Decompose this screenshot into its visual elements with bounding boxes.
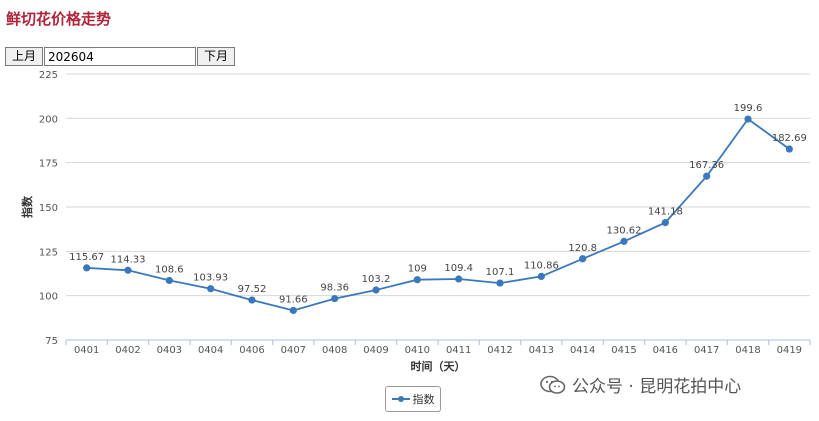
x-tick-label: 0416 xyxy=(653,345,678,356)
data-label: 103.2 xyxy=(362,274,391,285)
x-tick-label: 0415 xyxy=(611,345,636,356)
month-input[interactable] xyxy=(44,47,197,66)
data-point xyxy=(744,115,752,123)
y-tick-label: 200 xyxy=(39,114,58,125)
prev-month-button[interactable]: 上月 xyxy=(5,47,44,66)
data-point xyxy=(413,276,421,284)
data-label: 199.6 xyxy=(734,103,763,114)
watermark-text: 公众号 · 昆明花拍中心 xyxy=(572,377,742,397)
legend-line-icon xyxy=(391,396,410,402)
data-point xyxy=(579,255,587,263)
x-tick-label: 0419 xyxy=(777,345,802,356)
data-point xyxy=(455,275,463,283)
data-point xyxy=(83,264,91,272)
x-tick-label: 0414 xyxy=(570,345,595,356)
data-label: 109.4 xyxy=(444,263,473,274)
page-title: 鲜切花价格走势 xyxy=(6,10,112,28)
data-label: 103.93 xyxy=(193,273,228,284)
month-navigator: 上月 下月 xyxy=(5,47,236,66)
x-tick-label: 0409 xyxy=(363,345,388,356)
series-line xyxy=(86,117,790,312)
wechat-icon xyxy=(540,375,566,394)
x-tick-label: 0407 xyxy=(281,345,306,356)
x-tick-label: 0413 xyxy=(529,345,554,356)
data-label: 91.66 xyxy=(279,294,308,305)
x-tick-label: 0402 xyxy=(115,345,140,356)
data-point xyxy=(331,294,339,303)
x-tick-label: 0404 xyxy=(198,345,223,356)
data-label: 130.62 xyxy=(607,225,642,236)
data-point xyxy=(289,306,297,315)
data-label: 115.67 xyxy=(69,252,104,263)
x-axis-title: 时间（天） xyxy=(411,359,466,373)
y-tick-label: 100 xyxy=(39,292,58,303)
x-tick-label: 0411 xyxy=(446,345,471,356)
x-tick-label: 0403 xyxy=(157,345,182,356)
x-tick-label: 0406 xyxy=(239,345,264,356)
x-tick-label: 0408 xyxy=(322,345,347,356)
x-tick-label: 0417 xyxy=(694,345,719,356)
data-label: 182.69 xyxy=(772,133,807,144)
data-point xyxy=(124,266,132,274)
y-tick-label: 175 xyxy=(39,159,58,170)
data-point xyxy=(372,286,380,294)
data-point xyxy=(661,219,669,227)
data-point xyxy=(620,237,628,245)
chart-legend[interactable]: 指数 xyxy=(385,386,441,412)
legend-label: 指数 xyxy=(412,393,435,406)
x-tick-label: 0401 xyxy=(74,345,99,356)
data-point xyxy=(165,276,173,285)
data-label: 141.18 xyxy=(648,207,683,218)
data-label: 110.86 xyxy=(524,260,559,271)
x-tick-label: 0412 xyxy=(487,345,512,356)
y-tick-label: 75 xyxy=(45,336,58,347)
data-label: 114.33 xyxy=(111,254,146,265)
x-tick-label: 0418 xyxy=(735,345,760,356)
y-axis-title: 指数 xyxy=(20,195,34,218)
watermark: 公众号 · 昆明花拍中心 xyxy=(540,372,741,397)
data-label: 97.52 xyxy=(238,284,267,295)
data-label: 120.8 xyxy=(568,243,597,254)
data-label: 167.36 xyxy=(689,160,724,171)
data-point xyxy=(248,296,256,304)
x-tick-label: 0410 xyxy=(405,345,430,356)
data-point xyxy=(496,279,504,287)
data-point xyxy=(785,145,793,153)
y-tick-label: 125 xyxy=(39,247,58,258)
y-tick-label: 225 xyxy=(39,70,58,81)
data-point xyxy=(703,172,711,180)
data-point xyxy=(207,285,215,293)
data-label: 109 xyxy=(408,264,427,275)
y-tick-label: 150 xyxy=(39,203,58,214)
data-point xyxy=(537,272,545,281)
data-label: 98.36 xyxy=(320,283,349,294)
data-label: 108.6 xyxy=(155,264,184,275)
data-label: 107.1 xyxy=(486,267,515,278)
next-month-button[interactable]: 下月 xyxy=(197,47,236,66)
